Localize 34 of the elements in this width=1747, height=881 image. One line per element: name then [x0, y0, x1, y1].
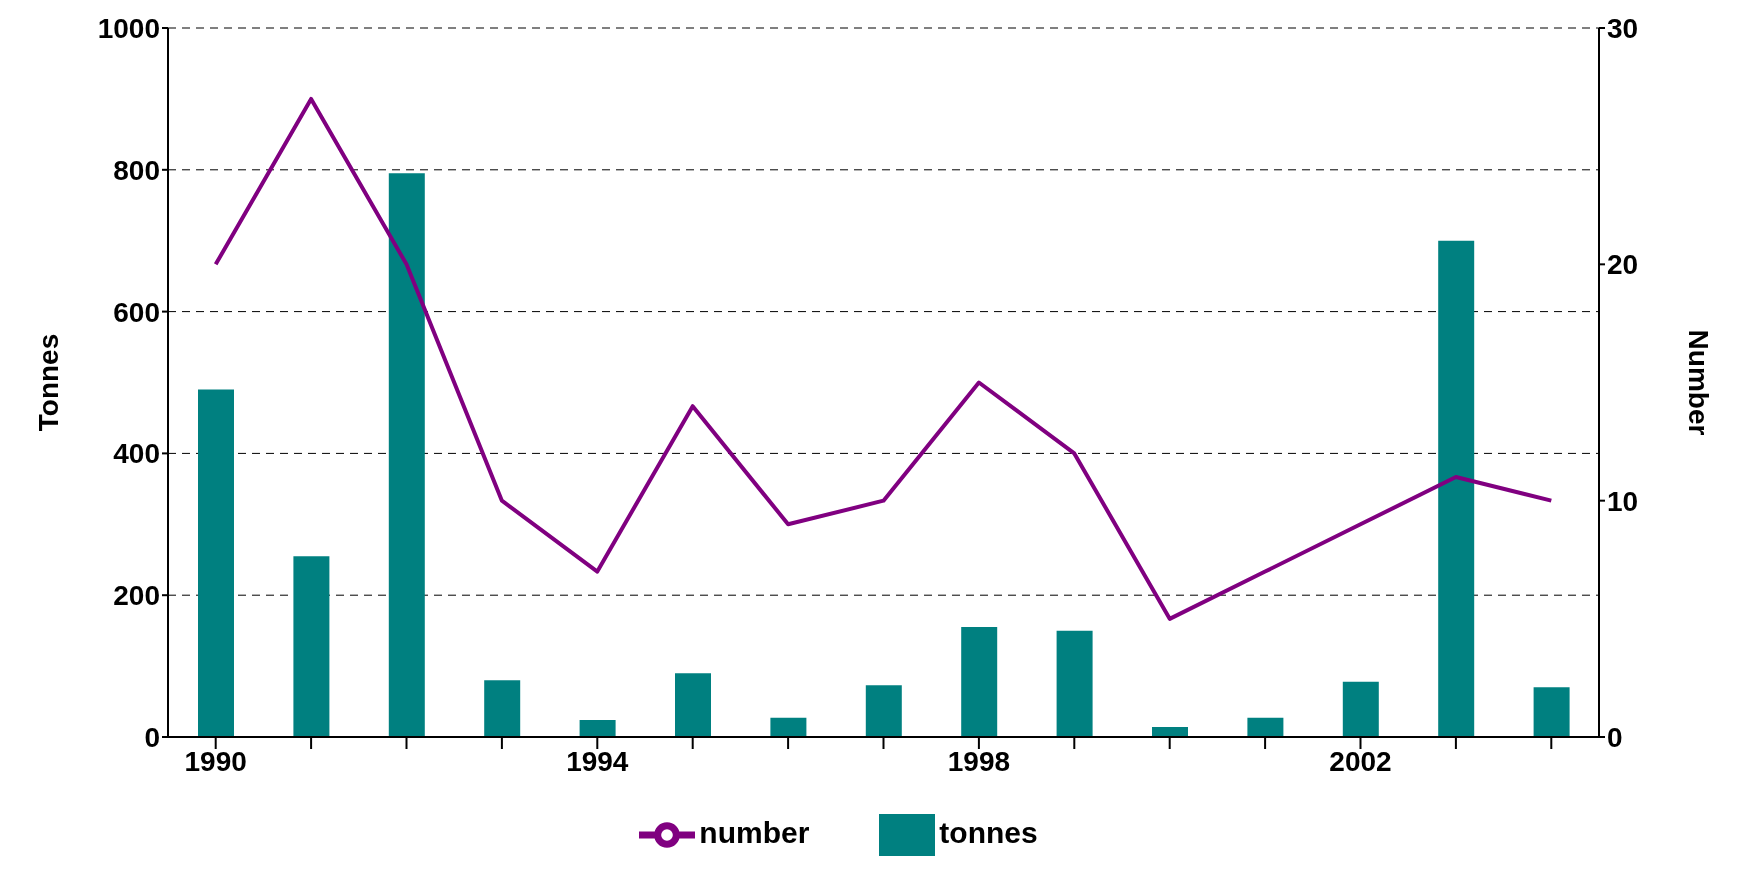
y-tick-label: 200 [113, 580, 160, 612]
y2-axis-title: Number [1683, 329, 1715, 436]
x-tick-label: 2002 [1329, 745, 1392, 777]
y-tick-label: 1000 [97, 12, 160, 44]
bar [1056, 630, 1093, 737]
x-tick-label: 1990 [184, 745, 247, 777]
bar [388, 173, 425, 737]
bar [1152, 727, 1188, 737]
bar [865, 685, 902, 737]
y-tick-label: 400 [113, 438, 160, 470]
y-axis-title: Tonnes [32, 333, 64, 432]
line-series [213, 96, 1554, 621]
y2-tick-label: 30 [1607, 12, 1639, 44]
bar [1533, 687, 1570, 737]
y2-tick-label: 10 [1607, 485, 1639, 517]
legend-label: number [699, 815, 810, 849]
bar [198, 389, 234, 737]
y2-tick-label: 20 [1607, 249, 1639, 281]
bar [484, 680, 521, 737]
bar [1342, 681, 1379, 737]
bar [1247, 717, 1284, 737]
y2-tick-label: 0 [1607, 721, 1623, 753]
bar [293, 556, 330, 737]
x-tick-label: 1998 [947, 745, 1011, 777]
bar [770, 717, 807, 737]
y-tick-label: 0 [144, 721, 160, 753]
legend-label: tonnes [939, 815, 1038, 849]
y-tick-label: 600 [113, 296, 160, 328]
bar [961, 627, 998, 737]
bar [675, 673, 711, 737]
y-tick-label: 800 [113, 154, 160, 186]
bar [579, 719, 616, 737]
bar [1438, 240, 1475, 737]
x-tick-label: 1994 [566, 745, 629, 777]
